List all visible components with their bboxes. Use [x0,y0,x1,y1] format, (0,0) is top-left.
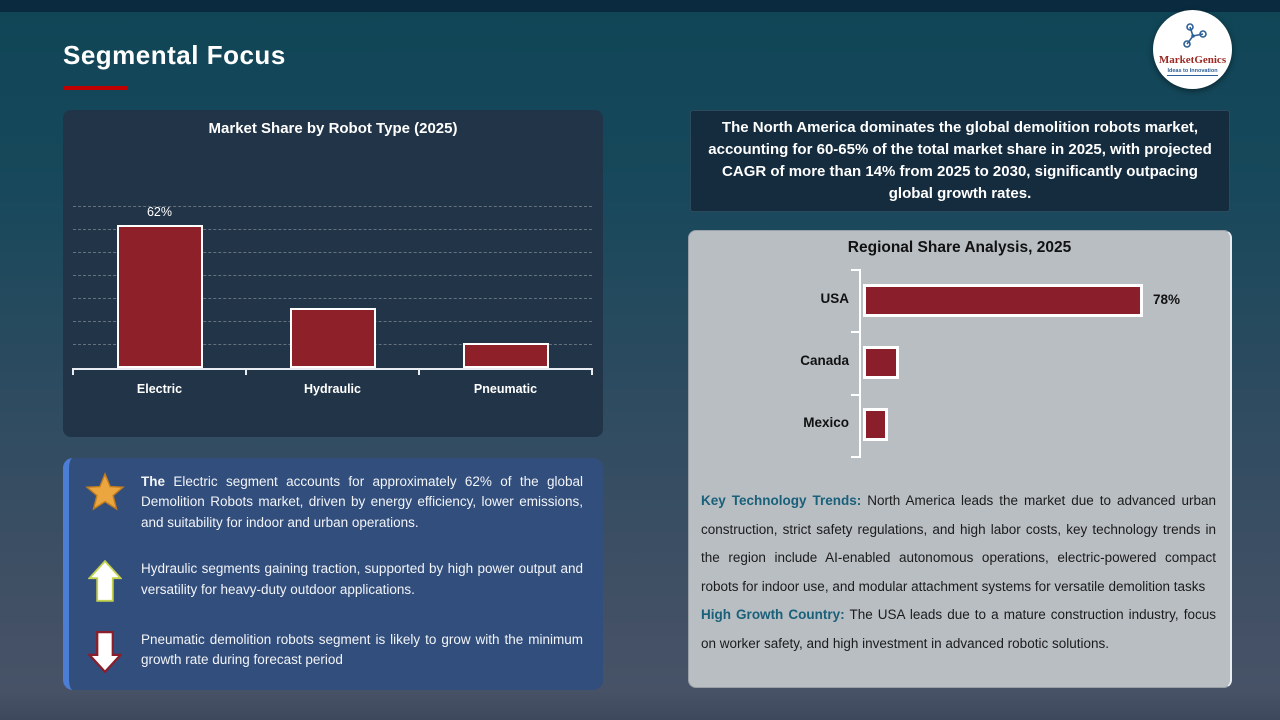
axis-tick [851,456,859,458]
category-label-hydraulic: Hydraulic [304,382,361,396]
bullet-body: Pneumatic demolition robots segment is l… [141,632,583,668]
headline-text: The North America dominates the global d… [708,118,1212,203]
regional-commentary: Key Technology Trends: North America lea… [701,487,1216,658]
vchart-title: Market Share by Robot Type (2025) [208,120,458,137]
bar-pneumatic [462,342,549,368]
category-label-pneumatic: Pneumatic [473,382,538,396]
bar-value-label: 78% [1153,291,1181,307]
category-label-mexico: Mexico [803,415,849,431]
paragraph-lead: Key Technology Trends: [701,493,862,508]
hchart-title: Regional Share Analysis, 2025 [847,239,1072,256]
gridline [73,206,592,207]
bullet-lead: The [141,474,166,489]
bullet-electric: The Electric segment accounts for approx… [83,472,583,533]
top-strip [0,0,1280,12]
logo-brand: MarketGenics [1158,54,1227,67]
logo-tagline: Ideas to Innovation [1167,67,1218,76]
bullet-body: Hydraulic segments gaining traction, sup… [141,561,583,597]
bullet-body: Electric segment accounts for approximat… [141,474,583,530]
segment-insights-box: The Electric segment accounts for approx… [63,458,603,690]
paragraph-body: North America leads the market due to ad… [701,493,1217,594]
market-share-chart-panel: Market Share by Robot Type (2025) 62% El… [63,110,603,437]
vchart-category-labels: Electric Hydraulic Pneumatic [73,382,592,396]
paragraph-lead: High Growth Country: [701,607,845,622]
axis-tick [851,269,859,271]
bar-hydraulic [289,308,376,368]
axis-tick [418,368,420,375]
category-label-canada: Canada [800,352,849,368]
north-america-headline-box: The North America dominates the global d… [690,110,1230,212]
category-label-usa: USA [820,290,849,306]
regional-share-panel: Regional Share Analysis, 2025 Key Techno… [688,230,1232,688]
gridline [73,229,592,230]
category-label-electric: Electric [136,382,183,396]
axis-tick [851,331,859,333]
vchart-plot-area: 62% [73,205,592,368]
star-icon [83,472,127,512]
bullet-pneumatic: Pneumatic demolition robots segment is l… [83,630,583,674]
page-title: Segmental Focus [63,40,286,70]
title-underline [63,86,127,90]
bar-canada [863,345,899,379]
bar-mexico [863,408,888,442]
axis-tick [591,368,593,375]
gridline [73,252,592,253]
up-arrow-icon [83,559,127,603]
axis-tick [245,368,247,375]
bullet-hydraulic: Hydraulic segments gaining traction, sup… [83,559,583,603]
bar-value-label: 62% [146,205,173,220]
axis-tick [851,394,859,396]
down-arrow-icon [83,630,127,674]
molecule-icon [1176,23,1210,54]
bullet-text: The Electric segment accounts for approx… [141,472,583,533]
bullet-text: Pneumatic demolition robots segment is l… [141,630,583,671]
bullet-text: Hydraulic segments gaining traction, sup… [141,559,583,600]
bar-usa [863,283,1143,317]
vchart-x-axis [73,368,592,370]
axis-tick [72,368,74,375]
bar-electric [116,225,203,368]
gridline [73,298,592,299]
paragraph-body: The USA leads due to a mature constructi… [701,607,1216,651]
gridline [73,275,592,276]
hchart-y-axis [859,269,861,458]
marketgenics-logo: MarketGenics Ideas to Innovation [1153,10,1232,89]
